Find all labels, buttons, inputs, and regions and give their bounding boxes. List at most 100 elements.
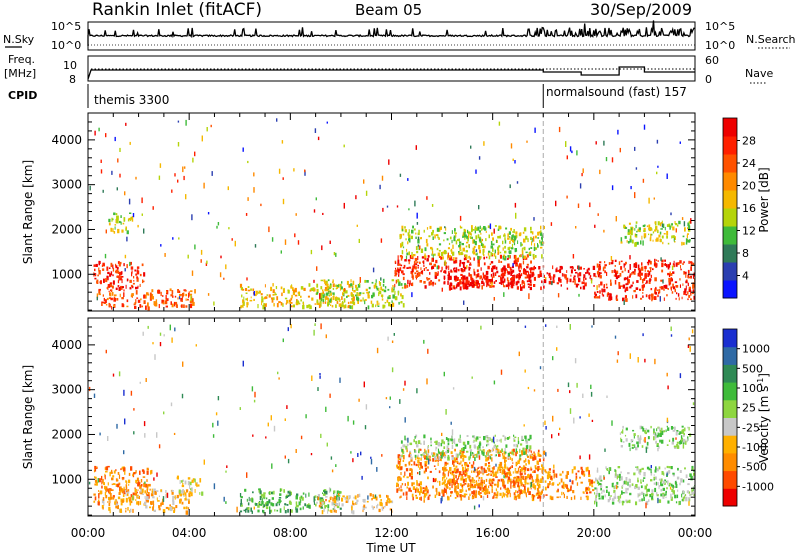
heatmap-cell <box>523 255 527 259</box>
heatmap-cell <box>531 453 534 456</box>
heatmap-cell <box>462 283 465 288</box>
heatmap-cell <box>485 493 487 495</box>
heatmap-cell <box>144 481 146 484</box>
heatmap-cell <box>462 268 465 272</box>
heatmap-cell <box>557 293 560 298</box>
heatmap-cell <box>625 438 628 442</box>
heatmap-cell <box>545 426 547 430</box>
heatmap-cell <box>189 481 192 486</box>
heatmap-cell <box>590 279 593 284</box>
heatmap-cell <box>295 213 297 216</box>
heatmap-cell <box>461 489 464 492</box>
heatmap-cell <box>631 444 634 447</box>
colorbar-segment <box>723 435 737 454</box>
heatmap-cell <box>271 497 274 500</box>
heatmap-cell <box>656 139 659 144</box>
heatmap-cell <box>540 286 542 291</box>
heatmap-cell <box>481 227 483 231</box>
heatmap-cell <box>514 258 517 262</box>
heatmap-cell <box>476 482 478 486</box>
heatmap-cell <box>485 278 488 283</box>
heatmap-cell <box>430 246 433 250</box>
heatmap-cell <box>625 477 628 481</box>
heatmap-cell <box>265 436 267 439</box>
heatmap-cell <box>511 451 514 455</box>
heatmap-cell <box>589 276 591 279</box>
heatmap-cell <box>146 488 148 493</box>
heatmap-cell <box>397 454 401 459</box>
heatmap-cell <box>109 509 111 514</box>
heatmap-cell <box>469 449 473 452</box>
heatmap-cell <box>137 224 139 228</box>
heatmap-cell <box>563 493 565 499</box>
heatmap-cell <box>118 371 121 377</box>
heatmap-cell <box>442 454 445 457</box>
heatmap-cell <box>539 454 542 457</box>
heatmap-cell <box>290 305 293 308</box>
heatmap-cell <box>555 268 558 273</box>
heatmap-cell <box>661 235 664 239</box>
heatmap-cell <box>426 378 428 385</box>
heatmap-cell <box>655 225 658 231</box>
heatmap-cell <box>462 279 465 284</box>
heatmap-cell <box>512 277 515 280</box>
heatmap-cell <box>655 481 657 486</box>
heatmap-cell <box>308 304 311 307</box>
heatmap-cell <box>319 373 321 375</box>
heatmap-cell <box>600 484 603 488</box>
heatmap-cell <box>430 444 432 447</box>
nsky-left-tick-bottom: 10^0 <box>51 39 81 52</box>
heatmap-cell <box>525 463 527 466</box>
heatmap-cell <box>264 303 267 307</box>
heatmap-cell <box>538 458 541 462</box>
heatmap-cell <box>373 285 376 289</box>
heatmap-cell <box>314 323 316 326</box>
heatmap-cell <box>586 270 589 274</box>
heatmap-cell <box>503 469 506 471</box>
heatmap-cell <box>675 262 678 267</box>
heatmap-cell <box>287 290 290 294</box>
heatmap-cell <box>642 288 644 291</box>
heatmap-cell <box>108 290 110 293</box>
heatmap-cell <box>190 295 192 302</box>
heatmap-cell <box>121 490 124 494</box>
heatmap-cell <box>423 260 425 265</box>
heatmap-cell <box>400 440 403 444</box>
heatmap-cell <box>460 226 463 229</box>
heatmap-cell <box>563 492 565 495</box>
heatmap-cell <box>125 122 127 126</box>
y-tick-label: 3000 <box>51 178 82 192</box>
heatmap-cell <box>422 490 425 493</box>
heatmap-cell <box>646 225 649 228</box>
heatmap-cell <box>498 439 501 442</box>
heatmap-cell <box>603 266 606 269</box>
heatmap-cell <box>431 282 433 285</box>
heatmap-cell <box>116 275 118 278</box>
heatmap-cell <box>145 294 147 299</box>
heatmap-cell <box>619 147 621 153</box>
heatmap-cell <box>666 294 668 297</box>
heatmap-cell <box>529 267 531 271</box>
heatmap-cell <box>109 496 113 500</box>
heatmap-cell <box>180 490 183 493</box>
heatmap-cell <box>486 444 488 447</box>
heatmap-cell <box>410 475 413 480</box>
heatmap-cell <box>575 283 578 288</box>
heatmap-cell <box>172 500 175 505</box>
heatmap-cell <box>459 243 461 247</box>
heatmap-cell <box>136 270 140 275</box>
heatmap-cell <box>617 466 621 469</box>
heatmap-cell <box>646 483 648 487</box>
heatmap-cell <box>526 454 528 457</box>
heatmap-cell <box>324 289 327 292</box>
heatmap-cell <box>462 287 465 290</box>
heatmap-cell <box>687 483 690 486</box>
heatmap-cell <box>630 284 633 287</box>
heatmap-cell <box>529 482 531 485</box>
heatmap-cell <box>227 186 229 191</box>
heatmap-cell <box>325 406 327 412</box>
heatmap-cell <box>501 268 503 273</box>
heatmap-cell <box>531 231 534 235</box>
heatmap-cell <box>480 325 482 330</box>
heatmap-cell <box>351 285 354 288</box>
